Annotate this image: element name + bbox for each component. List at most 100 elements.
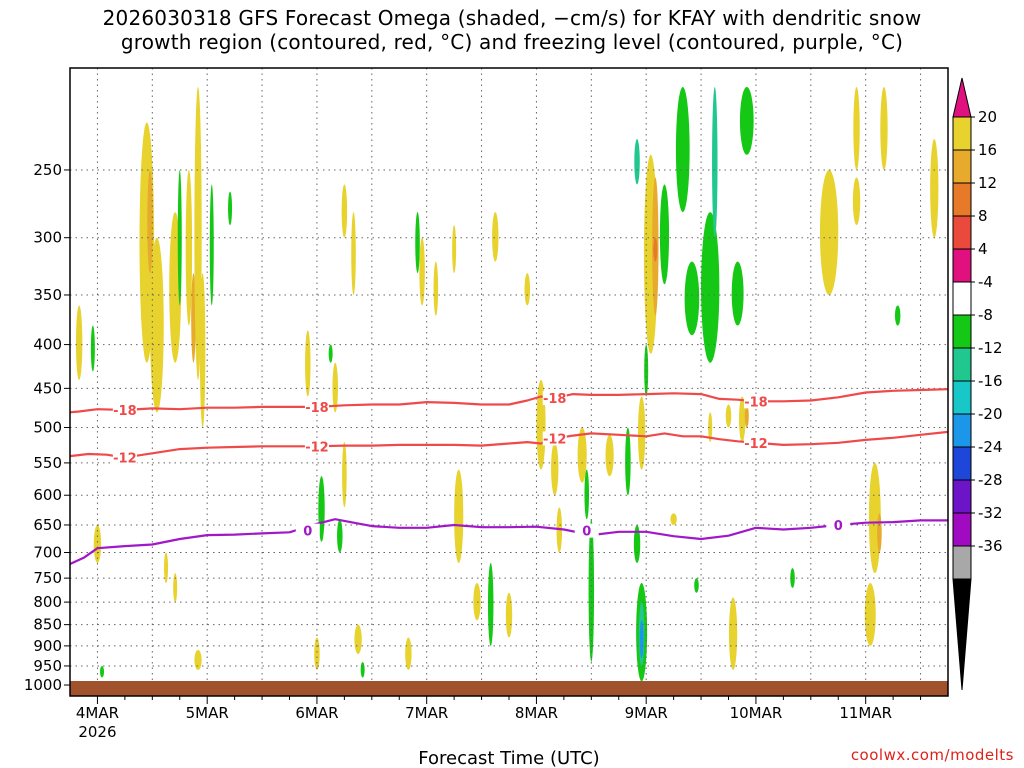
x-tick-label: 5MAR (186, 704, 229, 722)
omega-cell (332, 362, 338, 413)
contour-label: -18 (543, 392, 567, 407)
contour-line (70, 388, 948, 414)
omega-cell (853, 87, 860, 170)
colorbar-swatch (952, 446, 972, 481)
colorbar-swatch (952, 413, 972, 448)
omega-cell (90, 325, 95, 372)
omega-cell (415, 212, 420, 274)
contour-label-bg (574, 523, 599, 538)
ground-layer (70, 681, 948, 696)
colorbar-swatch (952, 314, 972, 349)
contour-label: -18 (744, 395, 768, 410)
colorbar-swatch (952, 149, 972, 184)
omega-cell (577, 427, 587, 483)
contour-label-bg (542, 391, 567, 406)
omega-cell (739, 87, 754, 155)
omega-cell (492, 212, 499, 262)
x-tick-sublabel: 2026 (78, 723, 116, 741)
omega-cell (177, 169, 182, 306)
x-tick-label: 8MAR (515, 704, 558, 722)
y-tick-label: 350 (33, 286, 62, 304)
omega-cell (728, 597, 738, 670)
colorbar-swatch (952, 545, 972, 580)
omega-cell (341, 184, 348, 238)
omega-cell (708, 412, 713, 443)
ground-bar (70, 681, 948, 696)
colorbar-label: 20 (978, 108, 997, 126)
omega-cell (454, 469, 464, 563)
y-tick-label: 800 (33, 593, 62, 611)
y-tick-label: 500 (33, 418, 62, 436)
contour-label-bg (112, 402, 137, 417)
omega-cell (452, 225, 457, 274)
omega-cell (173, 573, 178, 603)
contour-label: -12 (113, 451, 137, 466)
omega-cell (419, 237, 425, 306)
y-tick-label: 750 (33, 569, 62, 587)
colorbar-bottom-arrow (952, 578, 972, 691)
omega-cell (634, 138, 640, 185)
contour-label-bg (112, 450, 137, 465)
omega-cell (342, 442, 347, 508)
omega-cell (877, 513, 882, 553)
contour-label-bg (826, 517, 851, 532)
contour-label-bg (304, 399, 329, 414)
omega-cell (605, 434, 614, 477)
omega-cell (790, 568, 795, 588)
omega-cell (337, 519, 343, 553)
omega-cell (194, 87, 202, 380)
chart-title-line2: growth region (contoured, red, °C) and f… (120, 30, 904, 54)
omega-cell (930, 138, 939, 238)
credit-text: coolwx.com/modelts (850, 746, 1014, 764)
contour-label: -18 (305, 401, 329, 416)
colorbar-swatch (952, 479, 972, 514)
y-tick-label: 250 (33, 161, 62, 179)
colorbar-swatch (952, 281, 972, 316)
omega-cell (328, 344, 333, 363)
contour-label: 0 (303, 525, 312, 540)
chart-title-line1: 2026030318 GFS Forecast Omega (shaded, −… (102, 6, 922, 30)
omega-cell (354, 624, 362, 655)
omega-cell (744, 404, 749, 428)
omega-cell (625, 427, 631, 496)
omega-cell (150, 325, 155, 372)
omega-cell (701, 212, 720, 363)
colorbar-label: -8 (978, 306, 993, 324)
omega-cell (852, 177, 861, 226)
y-tick-label: 450 (33, 379, 62, 397)
omega-cell (100, 665, 105, 678)
temperature-contours: -18 -18 -18 -18 -12 -12 -12 -12 0 0 0 (70, 388, 948, 566)
omega-cell (405, 637, 412, 670)
y-tick-label: 900 (33, 637, 62, 655)
omega-cell (819, 169, 839, 295)
y-tick-label: 400 (33, 336, 62, 354)
omega-shading (75, 87, 939, 682)
colorbar-label: 12 (978, 174, 997, 192)
contour-label: -12 (305, 440, 329, 455)
x-tick-label: 6MAR (295, 704, 338, 722)
colorbar-label: -36 (978, 537, 1003, 555)
contour-label-bg (542, 431, 567, 446)
colorbar-label: 16 (978, 141, 997, 159)
x-tick-label: 7MAR (405, 704, 448, 722)
x-tick-label: 4MAR (76, 704, 119, 722)
colorbar-swatch (952, 116, 972, 151)
chart-title: 2026030318 GFS Forecast Omega (shaded, −… (0, 6, 1024, 54)
grid-lines (70, 68, 948, 696)
colorbar-label: -16 (978, 372, 1003, 390)
omega-cell (93, 524, 102, 563)
y-tick-label: 300 (33, 229, 62, 247)
omega-cell (653, 237, 658, 262)
omega-cell (633, 524, 641, 563)
omega-cell (228, 191, 233, 226)
contour-label: 0 (582, 525, 591, 540)
contour-label: 0 (834, 519, 843, 534)
omega-cell (75, 305, 83, 380)
contour-label-bg (295, 523, 320, 538)
x-tick-label: 9MAR (625, 704, 668, 722)
colorbar-label: -12 (978, 339, 1003, 357)
contour-label: -12 (543, 432, 567, 447)
omega-cell (684, 261, 700, 336)
contour-line (70, 430, 948, 459)
